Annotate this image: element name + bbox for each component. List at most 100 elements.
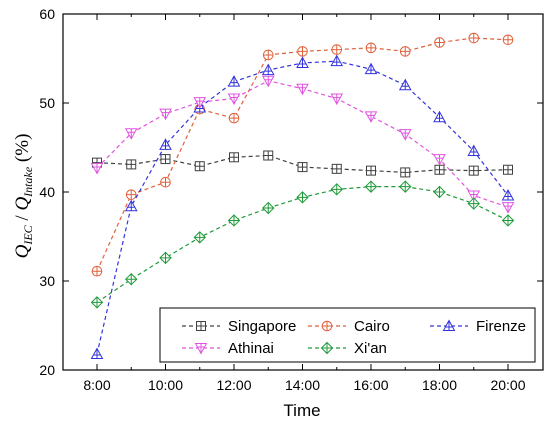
data-point-singapore (434, 164, 445, 175)
series-xi-an (90, 180, 515, 309)
data-point-athinai (364, 111, 378, 123)
data-point-firenze (124, 199, 138, 212)
series-athinai (90, 75, 515, 214)
data-point-athinai (330, 93, 344, 106)
data-point-xi-an (125, 273, 138, 286)
y-axis-title-q2: Q (12, 197, 33, 211)
data-point-singapore (400, 167, 411, 178)
x-tick-label: 20:00 (490, 377, 525, 393)
data-point-firenze (467, 144, 481, 157)
y-tick-label: 20 (39, 362, 55, 378)
data-point-singapore (331, 163, 342, 174)
x-axis-title: Time (283, 401, 320, 420)
data-point-athinai (261, 75, 275, 88)
legend-label-cairo: Cairo (354, 318, 390, 335)
data-point-xi-an (90, 296, 104, 309)
data-point-firenze (159, 138, 172, 150)
legend-item-cairo: Cairo (308, 318, 390, 335)
data-point-cairo (91, 265, 103, 277)
legend-item-firenze: Firenze (430, 318, 526, 335)
data-point-singapore (503, 164, 513, 175)
data-point-athinai (159, 108, 172, 121)
data-point-firenze (433, 110, 446, 123)
data-point-firenze (90, 347, 104, 359)
legend-marker-athinai (194, 343, 208, 355)
y-tick-label: 40 (39, 184, 55, 200)
x-tick-label: 12:00 (216, 377, 251, 393)
series-firenze (90, 54, 515, 359)
legend-label-firenze: Firenze (476, 318, 526, 335)
legend-item-athinai: Athinai (182, 340, 274, 357)
series-cairo (91, 32, 514, 277)
legend-label-singapore: Singapore (228, 318, 296, 335)
data-point-singapore (297, 162, 308, 173)
data-point-xi-an (467, 197, 480, 210)
data-point-athinai (227, 93, 241, 106)
legend-marker-firenze (442, 319, 456, 331)
y-tick-label: 30 (39, 273, 55, 289)
data-point-singapore (92, 157, 102, 168)
legend-marker-singapore (196, 321, 206, 331)
legend-item-xi-an: Xi'an (308, 340, 387, 357)
y-tick-label: 50 (39, 95, 55, 111)
y-axis-title-q1: Q (12, 244, 33, 258)
data-point-xi-an (433, 185, 446, 199)
data-point-xi-an (501, 214, 515, 227)
legend: Singapore Cairo Firenze Athinai Xi'an (159, 307, 536, 363)
data-point-singapore (229, 152, 239, 163)
data-point-firenze (501, 189, 515, 201)
x-tick-label: 14:00 (285, 377, 320, 393)
data-point-xi-an (296, 191, 309, 204)
y-axis-title-unit: (%) (12, 134, 33, 167)
series-line-cairo (96, 37, 509, 272)
x-tick-label: 16:00 (353, 377, 388, 393)
data-point-firenze (296, 56, 309, 68)
data-point-cairo (160, 176, 171, 188)
data-point-athinai (124, 128, 138, 140)
data-point-cairo (125, 189, 137, 200)
series-singapore (92, 150, 513, 178)
data-point-firenze (261, 63, 275, 76)
legend-label-xi-an: Xi'an (354, 340, 387, 357)
x-tick-label: 18:00 (422, 377, 457, 393)
legend-box (159, 307, 536, 363)
data-point-singapore (263, 150, 274, 161)
data-point-athinai (467, 190, 481, 203)
data-point-xi-an (399, 180, 412, 193)
data-point-athinai (296, 83, 309, 96)
data-point-cairo (297, 46, 308, 57)
x-tick-label: 10:00 (148, 377, 183, 393)
y-axis-title-sub1: IEC (21, 224, 35, 245)
data-point-athinai (193, 97, 207, 109)
data-point-cairo (468, 32, 480, 44)
data-point-firenze (330, 54, 344, 67)
legend-marker-cairo (321, 320, 333, 332)
data-point-xi-an (227, 214, 241, 227)
data-point-xi-an (364, 180, 378, 193)
data-point-firenze (364, 62, 378, 75)
data-point-xi-an (193, 231, 206, 244)
data-point-singapore (126, 159, 137, 170)
data-point-cairo (434, 37, 445, 48)
x-tick-label: 8:00 (83, 377, 110, 393)
series-line-xi-an (96, 186, 509, 303)
y-axis-title-slash: / (12, 211, 33, 226)
data-point-singapore (366, 165, 376, 176)
y-axis-title-sub2: Intake (21, 166, 35, 198)
data-point-firenze (227, 75, 241, 87)
data-point-cairo (228, 112, 240, 124)
data-point-athinai (398, 129, 412, 141)
y-tick-label: 60 (39, 6, 55, 22)
data-point-singapore (160, 154, 171, 165)
data-point-xi-an (330, 183, 343, 196)
data-point-athinai (433, 154, 446, 166)
data-point-singapore (468, 165, 479, 176)
data-point-cairo (502, 34, 514, 46)
data-point-cairo (331, 44, 343, 55)
legend-label-athinai: Athinai (228, 340, 274, 357)
data-point-singapore (194, 161, 205, 172)
series-line-athinai (96, 80, 509, 208)
y-axis-title: QIEC / QIntake (%) (12, 134, 35, 259)
data-point-cairo (365, 42, 377, 54)
